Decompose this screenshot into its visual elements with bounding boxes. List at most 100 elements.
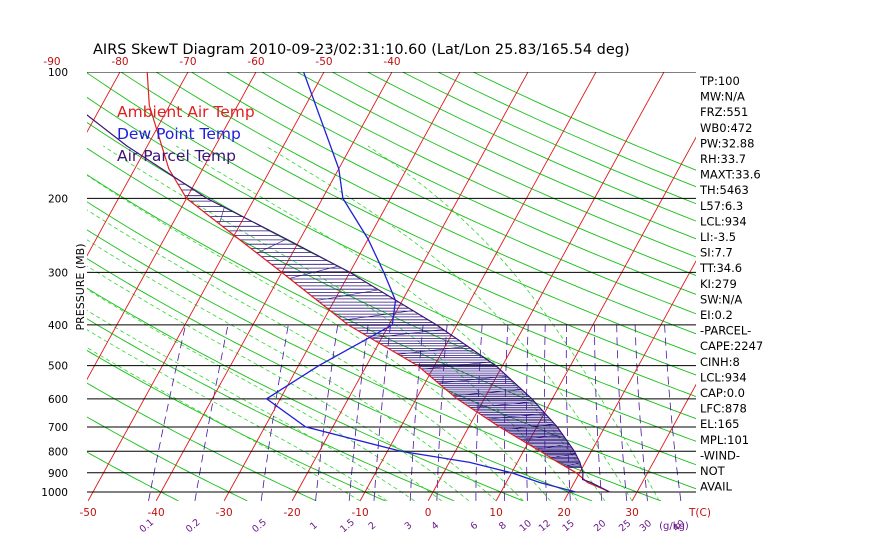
mixing-ratio-line xyxy=(503,324,509,501)
bottom-temp-tick-label: -20 xyxy=(284,507,301,519)
cape-hatch-diagonal xyxy=(289,265,339,279)
stability-index-label: LI:-3.5 xyxy=(700,230,736,244)
cape-hatch-diagonal xyxy=(565,462,580,467)
stability-index-label: LFC:878 xyxy=(700,402,747,416)
top-temp-tick-label: -50 xyxy=(315,56,332,68)
stability-index-label: LCL:934 xyxy=(700,214,747,228)
bottom-temp-tick-label: 10 xyxy=(489,507,502,519)
stability-index-label: EL:165 xyxy=(700,417,740,431)
dry-adiabat-line xyxy=(260,72,696,276)
stability-index-label: TH:5463 xyxy=(699,183,749,197)
cape-hatch-diagonal xyxy=(536,444,570,450)
mixing-ratio-line xyxy=(148,324,186,501)
dry-adiabat-line xyxy=(87,258,593,501)
stability-index-label: PW:32.88 xyxy=(700,136,754,150)
isotherm-line xyxy=(223,72,461,501)
legend-entry: Air Parcel Temp xyxy=(117,147,236,165)
dry-adiabat-line xyxy=(296,72,696,258)
pressure-tick-label: 500 xyxy=(48,361,68,373)
top-temp-tick-label: -80 xyxy=(111,56,128,68)
cape-hatch-diagonal xyxy=(370,329,444,339)
mixing-ratio-line xyxy=(594,324,603,501)
legend-entry: Dew Point Temp xyxy=(117,125,241,143)
isotherm-line xyxy=(291,72,529,501)
pressure-tick-label: 800 xyxy=(48,446,68,458)
stability-index-label: MPL:101 xyxy=(700,433,749,447)
dry-adiabat-line xyxy=(190,72,696,315)
mixing-ratio-tick-label: 4 xyxy=(429,520,441,532)
stability-index-label: SW:N/A xyxy=(700,292,742,306)
stability-index-label: NOT xyxy=(700,464,726,478)
temp-unit-label: T(C) xyxy=(688,507,711,519)
stability-index-label: TT:34.6 xyxy=(699,261,742,275)
stability-index-label: RH:33.7 xyxy=(700,152,746,166)
cape-hatch-diagonal xyxy=(551,453,576,459)
mixing-ratio-line xyxy=(409,324,424,501)
isotherm-line xyxy=(87,72,257,381)
mixing-ratio-line xyxy=(315,324,339,501)
pressure-tick-label: 300 xyxy=(48,267,68,279)
pressure-tick-label: 900 xyxy=(48,468,68,480)
mixing-ratio-line xyxy=(616,324,628,501)
cape-hatch-diagonal xyxy=(342,310,414,321)
isotherm-line xyxy=(631,383,696,501)
cape-hatch-diagonal xyxy=(438,375,508,384)
cape-hatch-diagonal xyxy=(520,434,563,440)
bottom-temp-tick-label: -10 xyxy=(352,507,369,519)
isotherm-line xyxy=(155,72,393,501)
mixing-ratio-line xyxy=(348,324,369,501)
pressure-tick-label: 600 xyxy=(48,394,68,406)
top-temp-tick-label: -90 xyxy=(43,56,60,68)
dry-adiabat-line xyxy=(155,72,696,335)
dry-adiabat-line xyxy=(120,72,696,355)
legend-entry: Ambient Air Temp xyxy=(117,103,255,121)
stability-index-label: FRZ:551 xyxy=(700,105,748,119)
mixing-ratio-tick-label: 3 xyxy=(403,520,415,532)
series-line-ambient-temp xyxy=(146,72,611,493)
mixing-ratio-line xyxy=(373,324,391,501)
stability-index-label: -PARCEL- xyxy=(700,324,751,338)
stability-index-label: CINH:8 xyxy=(700,355,740,369)
stability-index-label: EI:0.2 xyxy=(700,308,733,322)
mixing-ratio-tick-label: 1 xyxy=(308,520,320,532)
sounding-series xyxy=(87,72,611,493)
cape-hatch-diagonal xyxy=(470,401,535,408)
bottom-temp-tick-label: -40 xyxy=(148,507,165,519)
isotherm-line xyxy=(359,72,597,501)
top-temp-tick-label: -60 xyxy=(247,56,264,68)
mixing-ratio-line xyxy=(664,324,682,501)
dry-adiabat-line xyxy=(87,318,455,501)
stability-index-label: L57:6.3 xyxy=(700,199,743,213)
mixing-ratio-line xyxy=(260,324,289,501)
isotherm-line xyxy=(427,72,665,501)
bottom-temp-tick-label: -50 xyxy=(80,507,97,519)
bottom-temp-tick-label: 30 xyxy=(625,507,638,519)
cape-hatch-diagonal xyxy=(503,424,555,430)
dry-adiabat-line xyxy=(87,451,179,501)
pressure-tick-label: 1000 xyxy=(41,487,68,499)
dry-adiabat-line xyxy=(87,349,386,501)
bottom-temp-tick-label: 0 xyxy=(425,507,432,519)
stability-index-label: WB0:472 xyxy=(700,121,752,135)
pressure-tick-label: 200 xyxy=(48,193,68,205)
mixing-ratio-tick-label: 8 xyxy=(497,520,509,532)
isotherm-line xyxy=(87,72,189,257)
cape-hatch-diagonal xyxy=(256,238,287,254)
stability-index-label: MW:N/A xyxy=(700,90,745,104)
pressure-tick-label: 100 xyxy=(48,67,68,79)
mixing-ratio-line xyxy=(565,324,571,501)
stability-index-label: LCL:934 xyxy=(700,370,747,384)
dry-adiabat-line xyxy=(225,72,696,295)
bottom-temp-tick-label: 20 xyxy=(557,507,570,519)
mixing-ratio-tick-label: 6 xyxy=(468,520,480,532)
isotherm-line xyxy=(87,72,325,501)
cape-hatch-diagonal xyxy=(487,413,546,420)
dry-adiabat-line xyxy=(87,72,696,376)
stability-index-label: -WIND- xyxy=(700,448,740,462)
stability-index-label: AVAIL xyxy=(700,480,733,494)
skewt-grid xyxy=(87,72,696,501)
stability-index-label: SI:7.7 xyxy=(700,246,733,260)
cape-hatch-diagonal xyxy=(453,389,522,397)
